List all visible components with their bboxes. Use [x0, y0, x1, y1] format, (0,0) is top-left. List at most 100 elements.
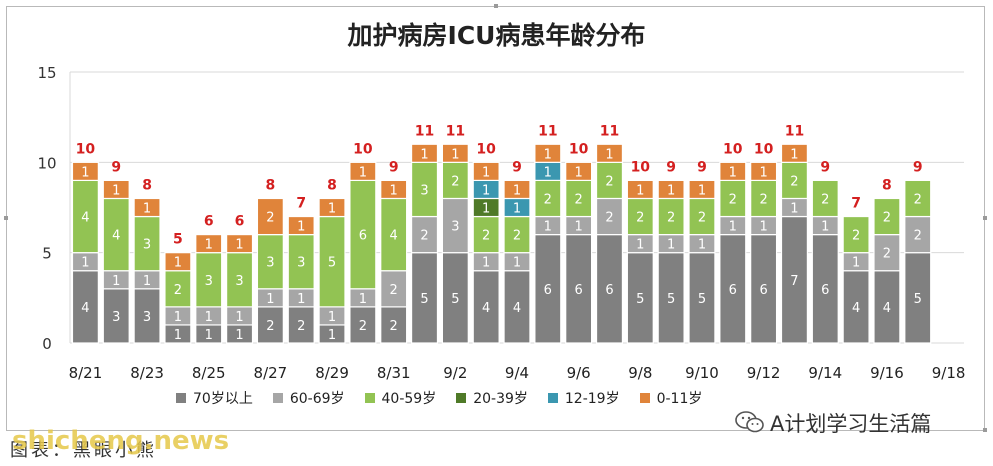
bar-segment	[441, 161, 469, 200]
resize-handle-left[interactable]	[4, 216, 8, 220]
segment-value-label: 6	[575, 283, 583, 298]
bar-segment	[750, 161, 778, 181]
bar-segment	[811, 179, 839, 218]
segment-value-label: 3	[235, 274, 243, 289]
bar-segment	[71, 161, 99, 181]
segment-value-label: 1	[513, 202, 521, 217]
total-value-label: 11	[785, 123, 804, 139]
segment-value-label: 3	[420, 183, 428, 198]
bar-segment	[102, 179, 130, 200]
total-value-label: 8	[142, 177, 152, 193]
segment-value-label: 3	[205, 274, 213, 289]
total-value-label: 6	[204, 214, 214, 230]
bar-segment	[842, 215, 870, 254]
segment-value-label: 2	[790, 174, 798, 189]
segment-value-label: 3	[266, 256, 274, 271]
segment-value-label: 2	[698, 211, 706, 226]
segment-value-label: 2	[575, 192, 583, 207]
segment-value-label: 7	[790, 274, 798, 289]
segment-value-label: 2	[390, 319, 398, 334]
total-value-label: 11	[538, 123, 557, 139]
segment-value-label: 1	[81, 165, 89, 180]
bar-segment	[133, 215, 161, 272]
x-tick-label: 9/2	[443, 364, 467, 382]
bar-segment	[318, 197, 346, 218]
y-tick-label: 0	[42, 335, 52, 353]
chart-title: 加护病房ICU病患年龄分布	[347, 21, 646, 50]
segment-value-label: 6	[359, 229, 367, 244]
total-value-label: 9	[512, 159, 522, 175]
segment-value-label: 2	[759, 192, 767, 207]
segment-value-label: 1	[759, 220, 767, 235]
bar-segment	[256, 234, 284, 290]
segment-value-label: 2	[266, 319, 274, 334]
bar-segment	[503, 270, 531, 344]
total-value-label: 8	[327, 177, 337, 193]
segment-value-label: 1	[420, 147, 428, 162]
segment-value-label: 5	[667, 292, 675, 307]
bar-segment	[904, 215, 932, 254]
bar-segment	[719, 234, 747, 344]
x-tick-label: 8/25	[192, 364, 226, 382]
legend-label: 60-69岁	[289, 391, 345, 407]
segment-value-label: 2	[266, 211, 274, 226]
bar-segment	[380, 306, 408, 344]
segment-value-label: 1	[513, 256, 521, 271]
x-tick-label: 9/6	[567, 364, 591, 382]
segment-value-label: 5	[451, 292, 459, 307]
segment-value-label: 1	[729, 165, 737, 180]
bar-segment	[472, 161, 500, 181]
legend-item: 40-59岁	[364, 388, 436, 408]
bar-segment	[626, 252, 654, 344]
segment-value-label: 4	[81, 211, 89, 226]
bar-segment	[688, 252, 716, 344]
segment-value-label: 1	[513, 183, 521, 198]
segment-value-label: 6	[759, 283, 767, 298]
segment-value-label: 1	[143, 202, 151, 217]
resize-handle-right[interactable]	[983, 216, 987, 220]
bar-segment	[873, 270, 901, 344]
bar-segment	[750, 234, 778, 344]
segment-value-label: 1	[174, 310, 182, 325]
bar-segment	[256, 197, 284, 236]
total-value-label: 10	[76, 141, 96, 157]
bar-segment	[287, 215, 315, 236]
segment-value-label: 1	[81, 256, 89, 271]
chart-legend: 70岁以上 60-69岁 40-59岁 20-39岁 12-19岁 0-11岁	[176, 388, 722, 408]
segment-value-label: 4	[81, 301, 89, 316]
resize-handle-bottom-right[interactable]	[983, 428, 987, 432]
x-tick-label: 8/23	[130, 364, 164, 382]
x-tick-label: 8/27	[254, 364, 288, 382]
bar-segment	[780, 143, 808, 163]
wechat-icon	[735, 411, 764, 433]
y-tick-label: 10	[37, 154, 56, 172]
segment-value-label: 1	[359, 165, 367, 180]
bar-segment	[472, 270, 500, 344]
total-value-label: 6	[235, 214, 245, 230]
total-value-label: 10	[476, 141, 496, 157]
segment-value-label: 2	[605, 174, 613, 189]
bar-segment	[380, 270, 408, 308]
bar-segment	[410, 215, 439, 254]
bar-segment	[441, 197, 469, 254]
segment-value-label: 5	[328, 256, 336, 271]
segment-value-label: 2	[451, 174, 459, 189]
bar-segment	[441, 252, 469, 344]
segment-value-label: 5	[420, 292, 428, 307]
segment-value-label: 1	[821, 220, 829, 235]
legend-swatch	[547, 393, 558, 403]
segment-value-label: 5	[698, 292, 706, 307]
total-value-label: 11	[415, 123, 434, 139]
legend-swatch	[639, 393, 650, 403]
resize-handle-top[interactable]	[494, 4, 498, 8]
segment-value-label: 1	[205, 238, 213, 253]
bar-segment	[503, 215, 531, 254]
total-value-label: 9	[111, 159, 121, 175]
bar-segment	[904, 252, 932, 344]
total-value-label: 9	[666, 159, 676, 175]
segment-value-label: 4	[852, 301, 860, 316]
segment-value-label: 4	[513, 301, 521, 316]
bar-segment	[349, 306, 377, 344]
bar-segment	[472, 215, 500, 254]
bar-segment	[349, 161, 377, 181]
